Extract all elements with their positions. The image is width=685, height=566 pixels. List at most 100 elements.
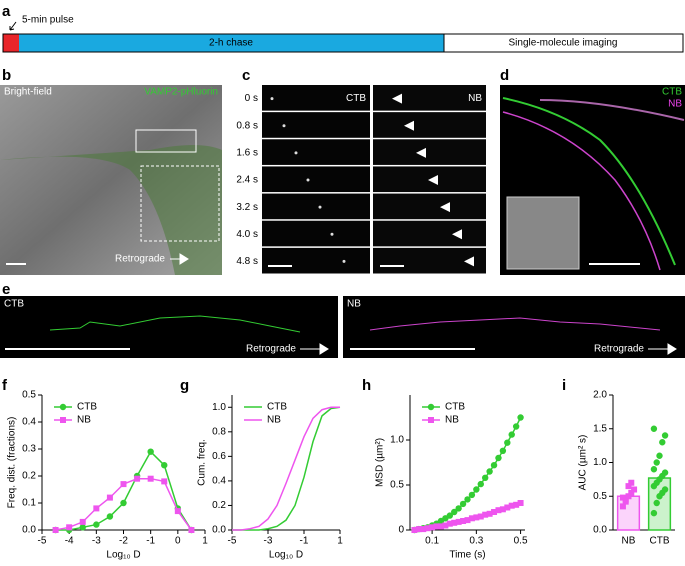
data-point bbox=[477, 513, 484, 520]
pulse-block bbox=[3, 34, 19, 52]
y-tick-label: 0.5 bbox=[593, 491, 607, 502]
x-tick-label: 0 bbox=[175, 536, 181, 547]
data-point bbox=[517, 500, 524, 506]
legend-label: NB bbox=[445, 415, 459, 426]
frame-cell bbox=[373, 193, 486, 220]
image-label: CTB bbox=[4, 299, 24, 310]
y-tick-label: 1.0 bbox=[390, 435, 404, 446]
data-point bbox=[659, 439, 666, 446]
axon bbox=[502, 111, 661, 271]
roi-box bbox=[135, 129, 197, 153]
arrow bbox=[170, 253, 189, 265]
panel-label: h bbox=[362, 377, 371, 394]
data-point bbox=[650, 425, 658, 432]
y-tick-label: 0.5 bbox=[390, 480, 404, 491]
data-point bbox=[653, 459, 660, 466]
panel-label: i bbox=[562, 377, 566, 394]
panel-label: g bbox=[180, 377, 189, 394]
data-point bbox=[433, 523, 440, 530]
particle bbox=[318, 205, 322, 209]
y-tick-label: 2.0 bbox=[593, 390, 607, 401]
data-point bbox=[508, 431, 515, 438]
y-tick-label: 0.0 bbox=[212, 525, 226, 536]
data-point bbox=[93, 505, 100, 512]
arrow bbox=[648, 343, 677, 355]
panel-label: c bbox=[242, 67, 250, 84]
data-point bbox=[429, 524, 436, 531]
particle bbox=[270, 97, 274, 101]
legend-label: CTB bbox=[267, 402, 287, 413]
frame-cell bbox=[262, 112, 370, 138]
frame-cell bbox=[262, 85, 370, 111]
panel-label: d bbox=[500, 67, 509, 84]
y-tick-label: 1.0 bbox=[593, 457, 607, 468]
data-point bbox=[473, 514, 480, 521]
data-point bbox=[106, 513, 114, 520]
data-point bbox=[79, 524, 86, 531]
data-point bbox=[455, 505, 462, 512]
data-point bbox=[455, 518, 462, 525]
data-point bbox=[661, 469, 669, 476]
frame-cell bbox=[373, 85, 486, 111]
data-point bbox=[622, 498, 629, 505]
data-point bbox=[495, 507, 502, 514]
data-point bbox=[106, 494, 113, 501]
frame-cell bbox=[262, 247, 370, 274]
particle bbox=[342, 259, 346, 263]
x-tick-label: -3 bbox=[264, 536, 273, 547]
panel-label: e bbox=[2, 281, 10, 298]
legend-label: NB bbox=[77, 415, 91, 426]
trajectory-image bbox=[0, 296, 338, 358]
data-point bbox=[161, 462, 168, 469]
data-point bbox=[411, 527, 418, 533]
data-point bbox=[619, 503, 626, 510]
particle bbox=[282, 124, 286, 128]
data-point bbox=[650, 509, 658, 517]
data-point bbox=[52, 527, 59, 533]
x-tick-label: NB bbox=[622, 536, 636, 547]
chase-label: 2-h chase bbox=[209, 38, 253, 49]
data-point bbox=[486, 468, 493, 475]
panel-label: b bbox=[2, 67, 11, 84]
y-tick-label: 0.6 bbox=[212, 451, 226, 462]
panel-label: a bbox=[2, 3, 11, 20]
legend-label: CTB bbox=[445, 402, 465, 413]
data-point bbox=[661, 486, 669, 493]
imaging-label: Single-molecule imaging bbox=[509, 38, 618, 49]
data-point bbox=[460, 518, 467, 524]
data-point bbox=[495, 454, 502, 462]
data-point bbox=[513, 501, 520, 508]
data-point bbox=[486, 510, 493, 517]
series-line bbox=[232, 406, 341, 531]
series-line bbox=[55, 450, 193, 531]
data-point bbox=[468, 491, 476, 499]
y-tick-label: 0.4 bbox=[22, 417, 36, 428]
image-label: VAMP2-pHluorin bbox=[144, 87, 218, 98]
data-point bbox=[491, 509, 498, 515]
x-tick-label: 0.5 bbox=[514, 536, 528, 547]
data-point bbox=[625, 493, 632, 500]
data-point bbox=[512, 423, 520, 430]
time-label: 0 s bbox=[245, 93, 258, 104]
x-tick-label: -1 bbox=[300, 536, 309, 547]
channel-label: NB bbox=[668, 99, 682, 110]
image-label: NB bbox=[347, 299, 361, 310]
data-point bbox=[490, 462, 498, 469]
frame-cell bbox=[373, 139, 486, 165]
data-point bbox=[468, 515, 475, 522]
timeline-frame bbox=[2, 33, 684, 53]
fluorescence-overlay bbox=[0, 145, 222, 275]
data-point bbox=[451, 519, 458, 526]
arrowhead bbox=[452, 229, 462, 240]
data-point bbox=[442, 522, 449, 529]
time-label: 4.8 s bbox=[236, 256, 258, 267]
particle bbox=[294, 151, 298, 155]
arrow bbox=[300, 343, 329, 355]
data-point bbox=[625, 483, 632, 490]
y-axis-label: Freq. dist. (fractions) bbox=[7, 417, 18, 509]
y-tick-label: 1.0 bbox=[212, 402, 226, 413]
chase-block bbox=[19, 34, 444, 52]
y-tick-label: 0 bbox=[398, 525, 404, 536]
series-line bbox=[232, 406, 340, 531]
